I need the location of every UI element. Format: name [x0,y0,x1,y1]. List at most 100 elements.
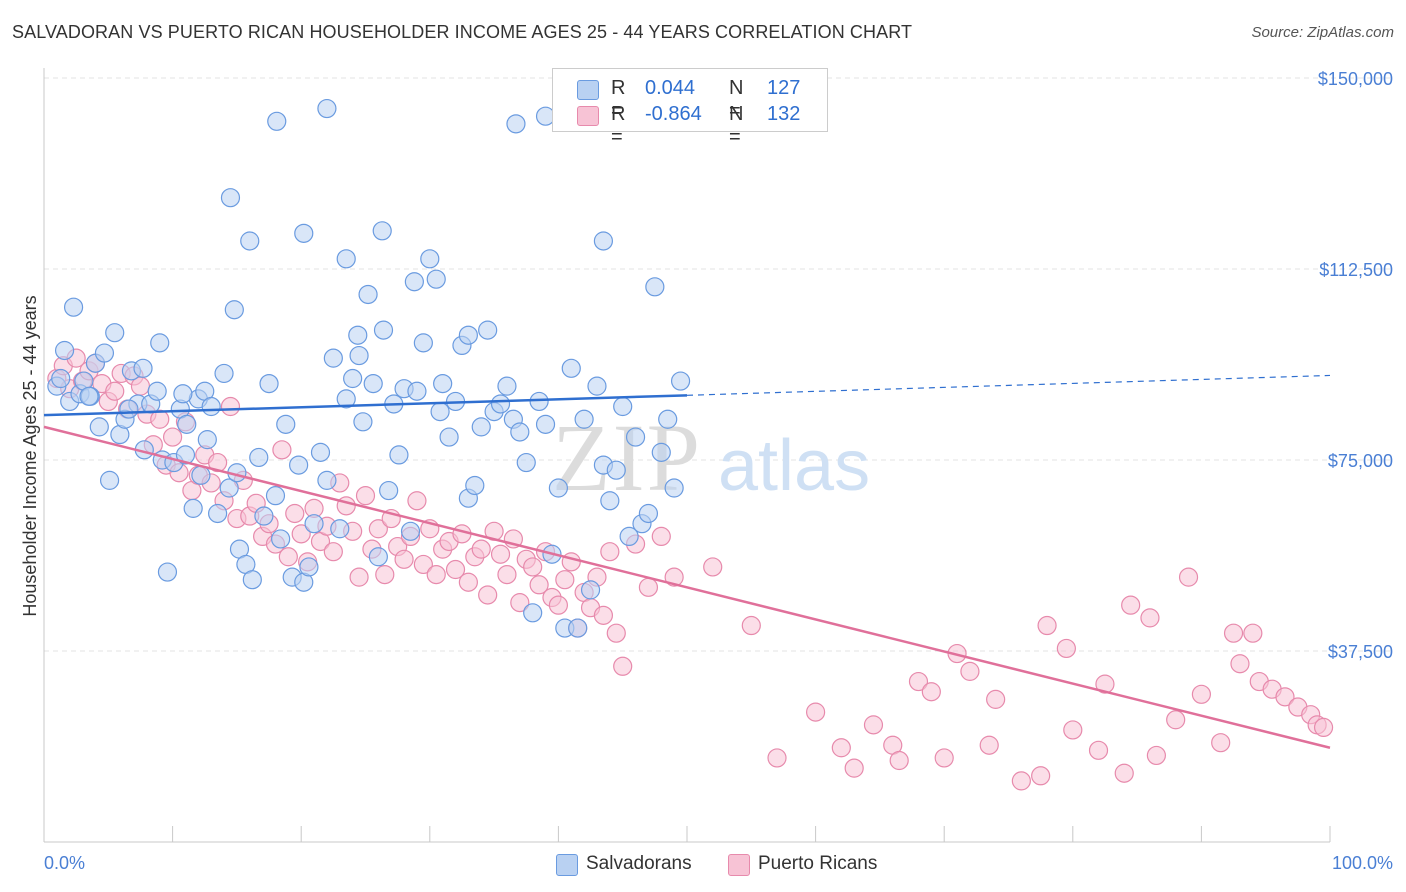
legend-n-value: 132 [767,103,801,125]
point-salvadorans-77 [490,394,511,414]
point-salvadorans-2 [54,340,75,361]
point-salvadorans-121 [79,386,99,406]
point-salvadorans-113 [404,272,424,292]
point-salvadorans-19 [147,381,167,401]
legend-swatch-puerto-ricans [728,854,750,876]
point-salvadorans-75 [478,320,498,340]
point-puerto-ricans-128 [979,735,999,755]
point-puerto-ricans-104 [1037,615,1057,636]
point-puerto-ricans-16 [150,409,170,429]
point-salvadorans-45 [299,557,319,577]
axes [43,68,1331,843]
legend-swatch-puerto-ricans [577,106,599,126]
point-salvadorans-64 [407,381,427,401]
point-puerto-ricans-101 [960,661,980,681]
point-salvadorans-31 [219,478,239,498]
trend-line-salvadorans-projection [686,374,1331,396]
point-salvadorans-54 [353,412,373,432]
point-salvadorans-65 [413,333,433,353]
point-puerto-ricans-93 [703,557,723,577]
point-puerto-ricans-87 [606,623,626,643]
point-puerto-ricans-43 [323,542,343,562]
point-salvadorans-97 [619,526,639,547]
point-salvadorans-78 [497,376,517,396]
series-legend: Salvadorans Puerto Ricans [0,852,1406,878]
trend-line-salvadorans [43,394,688,417]
legend-label-salvadorans: Salvadorans [586,853,692,874]
point-salvadorans-102 [651,442,671,462]
point-salvadorans-36 [249,447,269,468]
point-salvadorans-86 [548,478,569,498]
point-puerto-ricans-107 [1114,763,1134,783]
point-puerto-ricans-91 [651,526,671,547]
point-salvadorans-89 [568,618,588,638]
chart-title: SALVADORAN VS PUERTO RICAN HOUSEHOLDER I… [12,22,913,42]
point-salvadorans-96 [613,396,633,417]
point-puerto-ricans-18 [163,427,183,447]
point-puerto-ricans-127 [1031,766,1051,786]
point-puerto-ricans-85 [593,605,614,625]
point-salvadorans-108 [220,188,241,208]
legend-r-label: R = [611,103,626,148]
point-puerto-ricans-37 [285,503,305,524]
point-puerto-ricans-119 [1313,717,1334,738]
x-tick-label-1: 100.0% [1332,853,1393,873]
point-salvadorans-35 [242,570,262,590]
point-puerto-ricans-115 [1275,687,1295,707]
point-salvadorans-82 [523,603,543,623]
point-salvadorans-30 [214,363,234,384]
point-salvadorans-52 [343,368,363,389]
point-salvadorans-1 [51,368,71,389]
point-salvadorans-49 [323,348,343,368]
point-salvadorans-94 [600,491,620,511]
point-puerto-ricans-62 [445,559,466,580]
point-salvadorans-84 [535,414,556,434]
point-puerto-ricans-47 [349,567,369,587]
point-salvadorans-104 [664,478,684,498]
y-tick-label-2: $112,500 [1319,260,1393,280]
point-puerto-ricans-25 [208,452,228,473]
point-salvadorans-32 [224,300,244,320]
point-puerto-ricans-9 [105,381,125,401]
legend-r-label: R = [611,77,626,122]
point-puerto-ricans-51 [375,564,395,585]
point-puerto-ricans-133 [831,738,851,758]
point-salvadorans-53 [348,325,368,345]
point-salvadorans-9 [89,417,109,437]
point-salvadorans-4 [63,297,84,317]
point-salvadorans-109 [240,231,260,251]
point-puerto-ricans-94 [741,615,761,636]
point-puerto-ricans-80 [561,552,581,572]
point-puerto-ricans-123 [1146,745,1166,766]
point-salvadorans-112 [372,221,392,241]
point-puerto-ricans-54 [394,549,414,569]
y-tick-label-0: $37,500 [1328,642,1393,662]
point-salvadorans-47 [310,442,331,462]
point-puerto-ricans-48 [355,486,376,506]
point-puerto-ricans-75 [529,575,549,595]
point-puerto-ricans-131 [889,750,909,771]
point-puerto-ricans-95 [767,748,787,768]
point-puerto-ricans-78 [548,595,569,615]
legend-swatch-salvadorans [556,854,578,876]
point-salvadorans-118 [175,445,196,465]
point-salvadorans-117 [593,231,614,251]
point-salvadorans-119 [191,465,211,485]
point-salvadorans-107 [317,98,337,119]
point-puerto-ricans-50 [368,519,388,539]
point-puerto-ricans-97 [844,758,864,778]
point-salvadorans-11 [99,470,120,490]
point-puerto-ricans-96 [805,702,826,722]
point-salvadorans-39 [265,486,286,506]
point-puerto-ricans-79 [555,570,575,590]
point-salvadorans-120 [150,333,170,353]
point-salvadorans-56 [363,374,383,394]
point-salvadorans-110 [294,223,314,243]
point-puerto-ricans-121 [1223,623,1244,643]
point-salvadorans-83 [529,391,549,412]
point-puerto-ricans-106 [1088,740,1109,760]
point-puerto-ricans-36 [278,547,298,567]
point-puerto-ricans-66 [471,539,491,559]
point-puerto-ricans-132 [863,715,884,735]
